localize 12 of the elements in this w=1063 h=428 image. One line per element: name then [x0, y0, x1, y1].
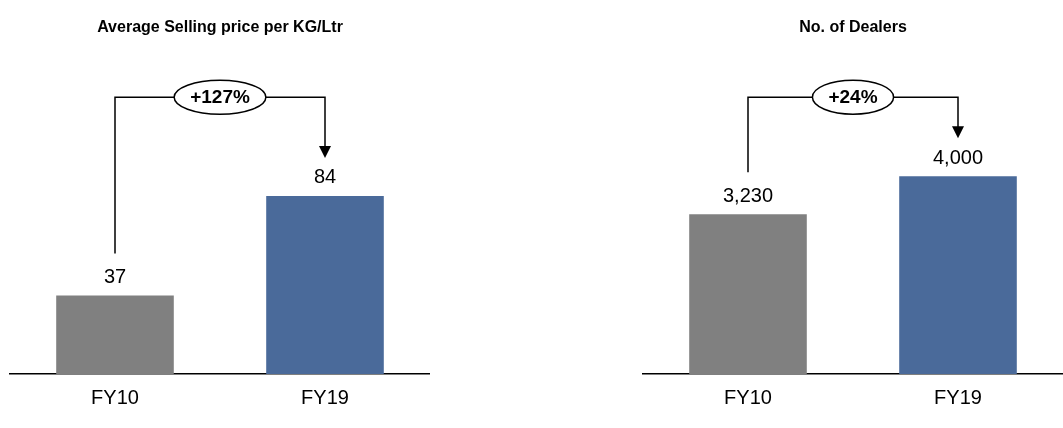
x-tick-label: FY10 — [91, 385, 139, 408]
text: +24% — [828, 86, 878, 108]
chart-title: Average Selling price per KG/Ltr — [97, 18, 343, 36]
x-tick-label: FY10 — [724, 385, 772, 408]
data-label: 4,000 — [932, 145, 984, 168]
chart-title: No. of Dealers — [799, 18, 907, 36]
x-tick-label: FY19 — [934, 385, 982, 408]
data-label: 3,230 — [722, 183, 774, 206]
text: +127% — [190, 86, 250, 108]
data-label: 84 — [313, 165, 337, 188]
x-tick-label: FY19 — [301, 385, 349, 408]
data-label: 37 — [103, 265, 127, 288]
